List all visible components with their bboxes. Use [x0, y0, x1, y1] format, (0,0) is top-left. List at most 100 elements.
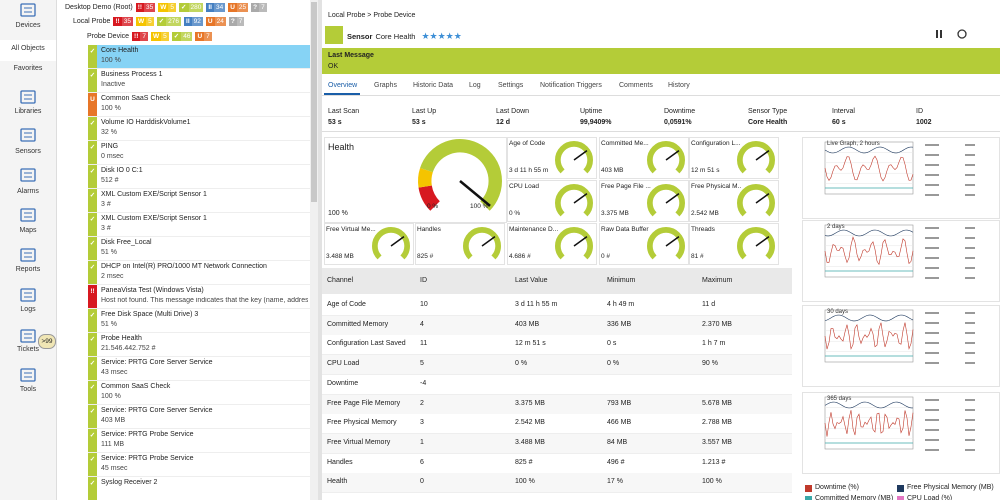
gauge: [737, 227, 775, 260]
table-cell: 90 %: [702, 360, 718, 368]
tree-node[interactable]: Desktop Demo (Root)!! 35 W 5 ✓ 280 II 34 U 25? 7: [62, 2, 267, 13]
gauge-arc: [418, 168, 433, 188]
gauge-needle: [481, 235, 496, 247]
axis-label-stub: [925, 227, 939, 229]
breadcrumb[interactable]: Local Probe > Probe Device: [328, 12, 416, 19]
sensor-value: 32 %: [101, 129, 117, 136]
nav-item[interactable]: Tools: [19, 386, 37, 393]
table-cell: 5.678 MB: [702, 399, 732, 407]
series-line: [824, 314, 914, 322]
axis-label-stub: [925, 352, 939, 354]
nav-item[interactable]: Sensors: [15, 148, 41, 155]
axis-label-stub: [925, 174, 939, 176]
sensor-status: ✓: [88, 213, 97, 236]
table-cell: 336 MB: [607, 320, 632, 328]
stat-value: Core Health: [748, 119, 788, 126]
sensor-status: ✓: [88, 189, 97, 212]
status-badge: ✓ 280: [179, 3, 204, 12]
sensor-name[interactable]: Probe Health: [101, 335, 142, 342]
sensor-name[interactable]: Common SaaS Check: [101, 383, 171, 390]
axis-label-stub: [965, 194, 975, 196]
tab-underline: [324, 93, 360, 95]
table-cell: CPU Load: [327, 360, 360, 368]
table-cell: 84 MB: [607, 438, 628, 446]
sensor-name[interactable]: Core Health: [101, 47, 139, 54]
sensor-value: 100 %: [101, 105, 121, 112]
status-badge: II 92: [184, 17, 203, 26]
sensor-name[interactable]: XML Custom EXE/Script Sensor 1: [101, 191, 207, 198]
tab[interactable]: Settings: [498, 82, 524, 89]
table-cell: 3.488 MB: [515, 438, 545, 446]
legend-swatch: [805, 496, 812, 500]
table-cell: Committed Memory: [327, 320, 389, 328]
sensor-name[interactable]: PaneaVista Test (Windows Vista): [101, 287, 204, 294]
nav-icon: [20, 248, 36, 262]
sensor-name[interactable]: Service: PRTG Probe Service: [101, 431, 194, 438]
tab[interactable]: History: [668, 82, 690, 89]
nav-bar: [0, 0, 57, 500]
gauge-needle: [573, 149, 588, 161]
badge-count: 24: [214, 17, 226, 26]
stat-value: 0,0591%: [664, 119, 692, 126]
gauge-name: Raw Data Buffer: [601, 226, 649, 233]
gauge: [737, 184, 775, 217]
gauge-card: [415, 223, 505, 265]
axis-label-stub: [925, 449, 939, 451]
stats-border: [322, 131, 1000, 132]
status-badge: II 34: [206, 3, 226, 12]
tree-node[interactable]: Probe Device!! 7 W 5 ✓ 46 U 7: [84, 31, 212, 42]
sensor-name[interactable]: PING: [101, 143, 119, 150]
row-divider: [88, 188, 310, 189]
axis-label-stub: [965, 362, 975, 364]
sensor-name[interactable]: XML Custom EXE/Script Sensor 1: [101, 215, 207, 222]
tab[interactable]: Overview: [328, 82, 358, 89]
status-badge: ✓ 46: [171, 32, 193, 41]
tab[interactable]: Comments: [619, 82, 653, 89]
tab[interactable]: Graphs: [374, 82, 397, 89]
gauge-value: 12 m 51 s: [691, 167, 720, 174]
gauge: [463, 227, 501, 260]
nav-item[interactable]: Favorites: [13, 65, 43, 72]
nav-item[interactable]: Tickets: [17, 346, 39, 353]
nav-item[interactable]: All Objects: [11, 45, 45, 52]
table-cell: 5: [420, 360, 424, 368]
gauge-card: [599, 180, 689, 222]
gauge-value: 0 %: [509, 210, 521, 217]
row-divider: [88, 332, 310, 333]
sensor-value: Host not found. This message indicates t…: [101, 297, 308, 304]
status-badge: ? 7: [228, 17, 245, 26]
sensor-name[interactable]: DHCP on Intel(R) PRO/1000 MT Network Con…: [101, 263, 267, 270]
tab[interactable]: Notification Triggers: [540, 82, 602, 89]
axis-label-stub: [965, 267, 975, 269]
nav-item[interactable]: Logs: [20, 306, 36, 313]
nav-selected: [0, 40, 56, 61]
stat-label: Sensor Type: [748, 108, 788, 115]
sensor-name[interactable]: Disk IO 0 C:1: [101, 167, 143, 174]
tab[interactable]: Log: [469, 82, 481, 89]
table-cell: 2: [420, 399, 424, 407]
mini-graph: [824, 224, 975, 279]
sensor-name[interactable]: Free Disk Space (Multi Drive) 3: [101, 311, 199, 318]
sensor-name[interactable]: Service: PRTG Probe Service: [101, 455, 194, 462]
gauge-card: [507, 137, 597, 179]
row-divider: [88, 404, 310, 405]
nav-item[interactable]: Maps: [19, 227, 37, 234]
sensor-name[interactable]: Business Process 1: [101, 71, 163, 78]
sensor-name[interactable]: Service: PRTG Core Server Service: [101, 407, 213, 414]
sensor-status: ✓: [88, 429, 97, 452]
nav-item[interactable]: Alarms: [17, 188, 39, 195]
sensor-name[interactable]: Volume IO HarddiskVolume1: [101, 119, 191, 126]
sensor-name[interactable]: Disk Free_Local: [101, 239, 152, 246]
nav-item[interactable]: Reports: [15, 266, 41, 273]
tickets-badge: >99: [38, 334, 56, 349]
nav-item[interactable]: Devices: [15, 22, 41, 29]
sensor-value: 100 %: [101, 57, 121, 64]
nav-item[interactable]: Libraries: [14, 108, 42, 115]
table-cell: -4: [420, 379, 427, 387]
tree-node[interactable]: Local Probe!! 35 W 5 ✓ 276 II 92 U 24? 7: [70, 16, 245, 27]
sensor-name[interactable]: Service: PRTG Core Server Service: [101, 359, 213, 366]
sensor-name[interactable]: Syslog Receiver 2: [101, 479, 158, 486]
tab[interactable]: Historic Data: [413, 82, 454, 89]
sensor-name[interactable]: Common SaaS Check: [101, 95, 171, 102]
